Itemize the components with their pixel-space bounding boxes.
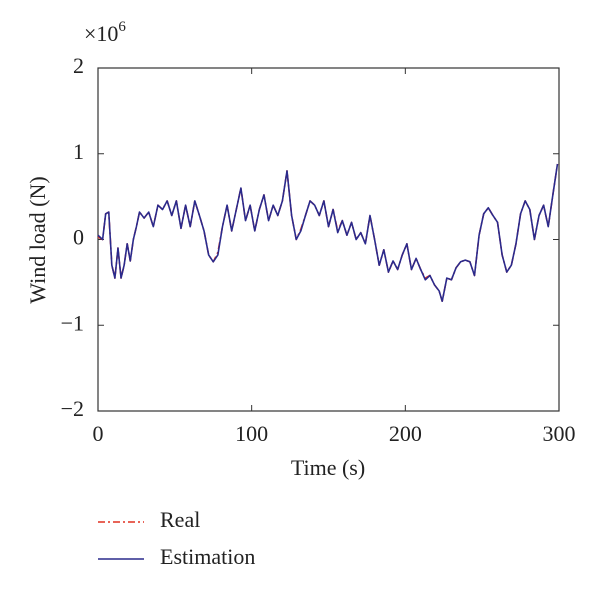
plot-frame [97,67,560,412]
x-tick-label: 100 [235,421,268,446]
x-tick-label: 300 [543,421,576,446]
y-axis-label: Wind load (N) [25,176,50,303]
x-tick-label: 0 [93,421,104,446]
y-tick-label: −1 [61,310,84,335]
x-axis-label: Time (s) [291,455,365,480]
legend-label: Estimation [160,544,255,569]
legend-label: Real [160,507,200,532]
line-1 [97,163,559,303]
y-tick-label: 2 [73,53,84,78]
x-tick-label: 200 [389,421,422,446]
line-0 [97,163,559,303]
y-tick-label: 1 [73,139,84,164]
y-tick-label: −2 [61,396,84,421]
y-multiplier: ×106 [84,19,126,46]
y-tick-label: 0 [73,225,84,250]
